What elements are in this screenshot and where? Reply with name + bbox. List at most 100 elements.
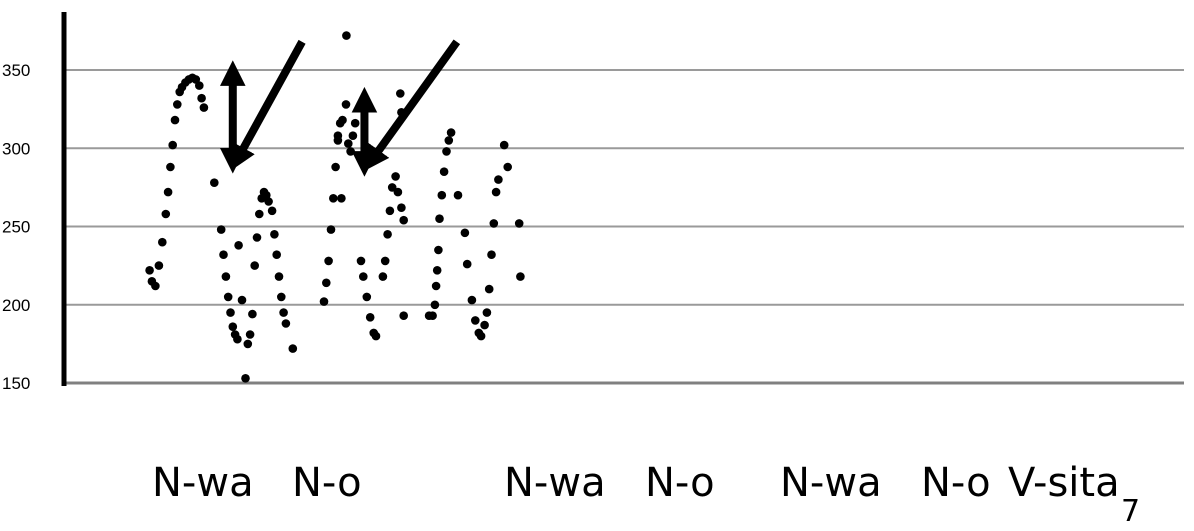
data-point [154, 261, 164, 270]
arrow-annotation [363, 39, 461, 172]
data-point [371, 331, 381, 341]
data-point [341, 100, 351, 109]
data-point [428, 311, 437, 321]
annotation-arrows [219, 39, 461, 177]
data-point [145, 266, 154, 275]
data-point [338, 115, 347, 125]
data-point [161, 209, 171, 219]
data-point [399, 311, 409, 321]
word-label-n-wa-3: N-wa [780, 460, 882, 506]
data-point [359, 272, 368, 281]
data-point [274, 272, 284, 281]
data-point [270, 230, 279, 239]
data-point [484, 284, 494, 294]
data-point [487, 250, 496, 259]
data-point [442, 147, 451, 156]
data-point [252, 233, 262, 242]
data-point [476, 331, 486, 341]
data-point [350, 118, 360, 128]
data-point [437, 190, 447, 200]
data-point [462, 259, 472, 269]
data-point [337, 194, 346, 203]
data-point [453, 190, 463, 200]
data-point [329, 194, 338, 203]
data-point [210, 178, 219, 187]
data-point [234, 241, 243, 250]
data-point [439, 167, 449, 176]
data-point [281, 319, 291, 328]
data-point [250, 261, 259, 270]
data-point [322, 278, 331, 288]
data-point [434, 245, 443, 255]
data-point [163, 187, 173, 197]
data-point [430, 300, 440, 310]
data-point [228, 322, 238, 332]
page-number: 7 [1121, 494, 1140, 529]
data-point [264, 197, 273, 206]
data-point [170, 115, 180, 125]
data-point [279, 308, 288, 317]
word-label-v-sita: V-sita [1008, 460, 1120, 506]
data-points [145, 31, 525, 383]
data-point [471, 316, 480, 325]
data-point [467, 295, 477, 305]
data-point [288, 344, 298, 353]
data-point [365, 313, 375, 322]
data-point [173, 100, 182, 109]
data-point [446, 128, 456, 137]
y-tick-label-150: 150 [2, 374, 30, 393]
data-point [237, 295, 247, 305]
data-point [396, 89, 405, 98]
data-point [195, 81, 204, 90]
y-tick-label-200: 200 [2, 296, 30, 315]
data-point [491, 187, 501, 197]
data-point [503, 162, 512, 172]
data-point [277, 292, 286, 302]
data-point [383, 230, 392, 239]
data-point [516, 272, 525, 281]
arrow-annotation [231, 39, 306, 171]
data-point [460, 228, 470, 238]
word-label-n-o-3: N-o [921, 460, 991, 506]
data-point [245, 330, 255, 339]
data-point [166, 162, 175, 172]
data-point [158, 237, 167, 247]
data-point [346, 147, 355, 156]
data-point [168, 140, 177, 150]
data-point [362, 292, 372, 302]
y-tick-label-300: 300 [2, 139, 30, 158]
data-point [385, 206, 395, 216]
data-point [435, 214, 444, 223]
data-point [243, 339, 253, 349]
data-point [333, 131, 343, 140]
data-point [331, 162, 340, 172]
data-point [494, 175, 503, 184]
data-point [348, 131, 358, 140]
data-point [431, 281, 441, 291]
data-point [397, 203, 406, 212]
data-point [219, 250, 228, 259]
data-point [319, 297, 329, 306]
data-point [393, 187, 403, 197]
data-point [482, 308, 492, 317]
word-label-n-o-2: N-o [645, 460, 715, 506]
data-point [248, 309, 257, 319]
y-tick-label-250: 250 [2, 218, 30, 237]
data-point [221, 272, 231, 281]
data-point [378, 272, 388, 281]
data-point [344, 139, 353, 148]
data-point [432, 266, 442, 275]
data-point [480, 320, 489, 330]
data-point [254, 209, 264, 219]
data-point [226, 308, 235, 317]
data-point [326, 225, 336, 234]
data-point [324, 256, 333, 266]
word-labels: N-wa N-o N-wa N-o N-wa N-o V-sita 7 [152, 460, 1140, 529]
data-point [499, 140, 509, 150]
data-point [444, 136, 454, 145]
word-label-n-o-1: N-o [292, 460, 362, 506]
data-point [216, 225, 226, 234]
data-point [272, 250, 282, 259]
data-point [199, 103, 209, 112]
data-point [514, 219, 524, 228]
